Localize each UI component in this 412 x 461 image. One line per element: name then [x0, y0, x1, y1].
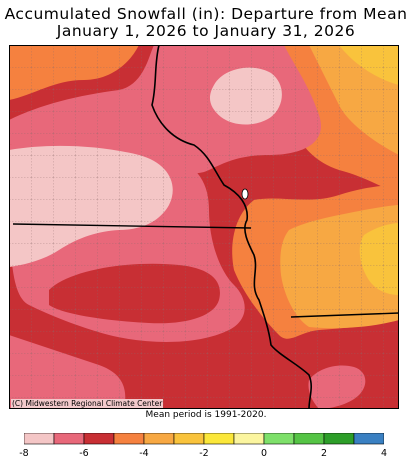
- legend-tick-label: 2: [320, 448, 328, 459]
- state-line-east: [290, 312, 399, 318]
- map-title-line-1: Accumulated Snowfall (in): Departure fro…: [4, 5, 408, 23]
- color-legend: [24, 433, 384, 445]
- river-boundary: [151, 45, 312, 409]
- legend-swatch: [113, 433, 145, 445]
- legend-swatch: [263, 433, 295, 445]
- legend-swatch: [233, 433, 265, 445]
- legend-swatch: [353, 433, 384, 445]
- credit-label: (C) Midwestern Regional Climate Center: [11, 399, 164, 408]
- legend-tick-label: -6: [79, 448, 89, 459]
- state-line-west: [12, 223, 252, 229]
- legend-swatch: [24, 433, 55, 445]
- mean-period-note: Mean period is 1991-2020.: [145, 410, 267, 420]
- legend-swatch: [323, 433, 355, 445]
- legend-tick-label: -8: [19, 448, 29, 459]
- map-title-line-2: January 1, 2026 to January 31, 2026: [56, 22, 356, 40]
- legend-swatch: [173, 433, 205, 445]
- legend-swatch: [293, 433, 325, 445]
- legend-tick-label: -2: [199, 448, 209, 459]
- legend-tick-label: -4: [139, 448, 149, 459]
- lake-marker: [241, 188, 249, 200]
- legend-swatch: [203, 433, 235, 445]
- legend-swatch: [83, 433, 115, 445]
- legend-swatch: [53, 433, 85, 445]
- legend-swatch: [143, 433, 175, 445]
- legend-tick-label: 0: [260, 448, 268, 459]
- snowfall-departure-map: [9, 45, 399, 409]
- legend-tick-label: 4: [380, 448, 388, 459]
- map-frame: [9, 45, 399, 409]
